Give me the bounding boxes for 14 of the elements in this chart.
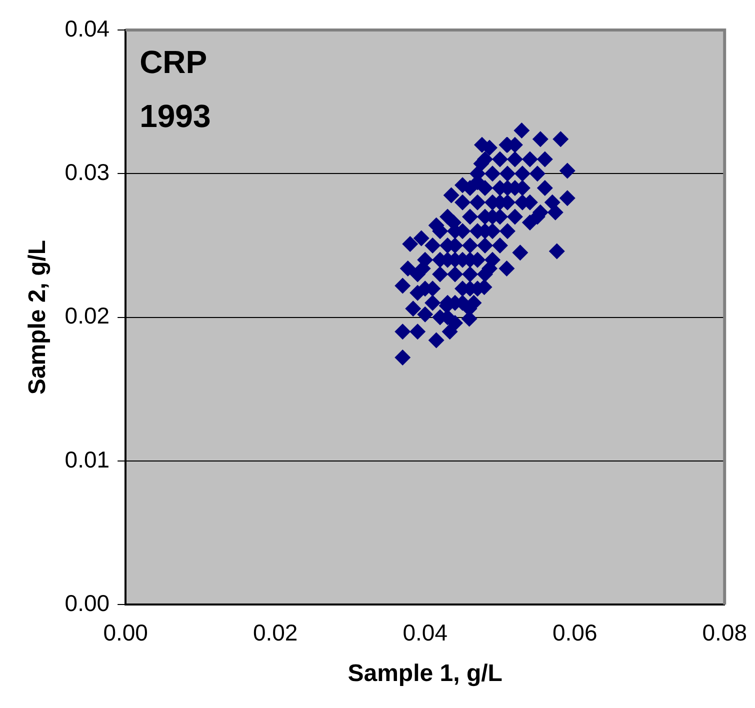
y-tick-label: 0.00: [64, 590, 110, 616]
chart-title: CRP: [140, 44, 208, 80]
y-axis-title: Sample 2, g/L: [24, 240, 52, 395]
y-tick-label: 0.02: [64, 302, 110, 329]
x-tick-label: 0.02: [252, 620, 298, 646]
y-tick-label: 0.04: [64, 15, 110, 42]
text: 1993: [140, 98, 211, 134]
x-tick-label: 0.00: [103, 620, 148, 646]
x-axis-title: Sample 1, g/L: [348, 660, 502, 688]
x-tick-label: 0.06: [552, 620, 598, 646]
y-tick-label: 0.03: [64, 158, 110, 185]
x-tick-label: 0.04: [402, 620, 448, 646]
x-tick-label: 0.08: [702, 620, 747, 646]
y-tick-label: 0.01: [64, 446, 110, 472]
